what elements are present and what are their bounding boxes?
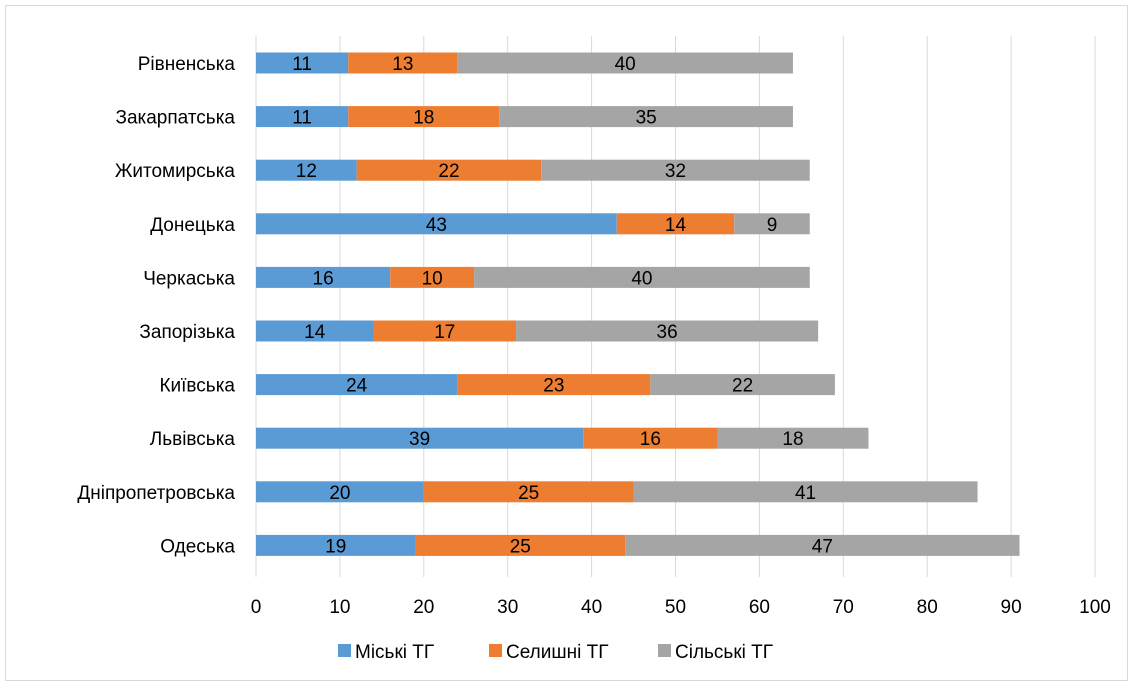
data-label: 9 [767,215,778,236]
category-label: Черкаська [143,268,235,289]
legend-swatch [338,644,351,657]
x-axis-ticks: 0 10 20 30 40 50 60 70 80 90 100 [251,597,1111,618]
x-tick-label: 60 [749,597,770,618]
bar-segment [256,427,584,449]
bar-segment [516,320,819,342]
x-tick-label: 40 [581,597,602,618]
data-label: 22 [732,376,753,397]
bar-segment [348,52,458,74]
stacked-bar-chart: Рівненська Закарпатська Житомирська Донецьк… [77,36,1111,663]
bar-segment [457,52,793,74]
bar-segment [423,481,634,503]
x-tick-label: 70 [833,597,854,618]
x-tick-label: 0 [251,597,262,618]
chart-frame: Рівненська Закарпатська Житомирська Донецьк… [5,5,1128,681]
bar-segment [633,481,978,503]
bar-segment [256,534,416,556]
bar-segment [256,266,391,288]
bar-segment [415,534,626,556]
bar-segment [256,213,617,235]
x-tick-label: 90 [1001,597,1022,618]
bar-segment [499,106,793,128]
bar-segment [734,213,810,235]
bar-segment [373,320,517,342]
data-label: 40 [615,54,636,75]
category-label: Житомирська [115,161,236,182]
data-label: 14 [665,215,687,236]
bar-segment [356,159,542,181]
data-label: 47 [812,536,833,557]
bar-segment [256,481,424,503]
data-labels: 11 13 40 11 18 35 12 22 32 43 14 9 16 10 40 14 17 36 24 23 2… [292,54,833,557]
bar-segment [650,374,835,396]
data-label: 25 [518,483,539,504]
x-tick-label: 20 [413,597,434,618]
data-label: 24 [346,376,368,397]
x-tick-label: 50 [665,597,686,618]
bar-segment [541,159,810,181]
data-label: 19 [325,536,346,557]
data-label: 17 [434,322,455,343]
bar-segment [583,427,718,449]
data-label: 25 [510,536,531,557]
category-label: Одеська [160,536,235,557]
bar-segment [616,213,735,235]
category-label: Київська [159,376,235,397]
bar-segment [256,320,374,342]
data-label: 18 [782,429,803,450]
x-tick-label: 80 [917,597,938,618]
data-label: 16 [313,268,334,289]
data-label: 11 [292,108,312,129]
data-label: 23 [543,376,564,397]
data-label: 36 [657,322,678,343]
data-label: 11 [292,54,312,75]
bar-segment [256,106,349,128]
bar-segment [256,159,357,181]
data-label: 35 [636,108,657,129]
category-label: Дніпропетровська [77,483,235,504]
bar-segment [256,52,349,74]
data-label: 32 [665,161,686,182]
bar-segment [717,427,869,449]
category-label: Рівненська [138,54,236,75]
data-label: 10 [422,268,443,289]
x-tick-label: 10 [329,597,350,618]
category-labels: Рівненська Закарпатська Житомирська Донецьк… [77,54,235,557]
bar-segment [625,534,1020,556]
data-label: 41 [795,483,816,504]
x-tick-label: 100 [1079,597,1111,618]
data-label: 16 [640,429,661,450]
data-label: 40 [631,268,652,289]
category-label: Закарпатська [115,108,235,129]
legend: Міські ТГ Селишні ТГ Сільські ТГ [338,642,773,663]
bars [256,52,1020,556]
data-label: 14 [304,322,326,343]
data-label: 12 [296,161,317,182]
bar-segment [457,374,651,396]
category-label: Львівська [150,429,236,450]
legend-swatch [658,644,671,657]
data-label: 43 [426,215,447,236]
legend-label: Міські ТГ [355,642,434,663]
bar-segment [474,266,810,288]
legend-label: Сільські ТГ [675,642,773,663]
data-label: 39 [409,429,430,450]
data-label: 22 [438,161,459,182]
category-label: Запорізька [139,322,235,343]
bar-segment [348,106,500,128]
category-label: Донецька [150,215,235,236]
legend-label: Селишні ТГ [506,642,609,663]
x-tick-label: 30 [497,597,518,618]
bar-segment [390,266,475,288]
bar-segment [256,374,458,396]
data-label: 20 [329,483,350,504]
data-label: 13 [392,54,413,75]
data-label: 18 [413,108,434,129]
legend-swatch [489,644,502,657]
